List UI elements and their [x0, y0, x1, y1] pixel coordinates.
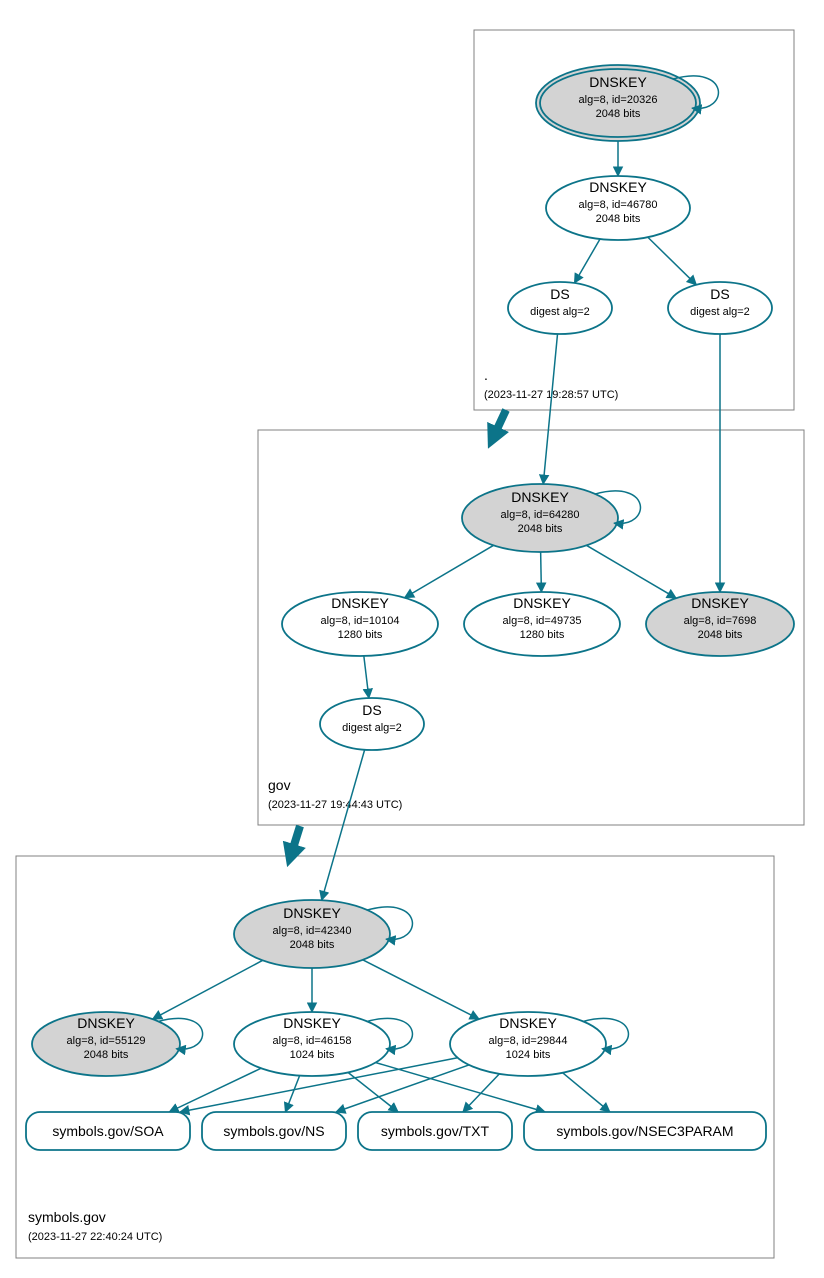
node-text: DNSKEY: [511, 489, 569, 505]
node-text: DNSKEY: [283, 1015, 341, 1031]
node-text: 2048 bits: [84, 1049, 129, 1061]
edge: [574, 239, 600, 283]
node-gov_ksk: DNSKEY alg=8, id=64280 2048 bits: [462, 484, 640, 552]
zone-label-gov: gov: [268, 777, 291, 793]
node-text: DNSKEY: [513, 595, 571, 611]
edge: [463, 1074, 500, 1112]
zone-time-symbols: (2023-11-27 22:40:24 UTC): [28, 1231, 162, 1243]
edge: [405, 545, 494, 597]
node-text: DNSKEY: [691, 595, 749, 611]
node-text: alg=8, id=46158: [273, 1035, 352, 1047]
node-text: 2048 bits: [290, 939, 335, 951]
node-sym_key1: DNSKEY alg=8, id=55129 2048 bits: [32, 1012, 203, 1076]
node-text: DNSKEY: [77, 1015, 135, 1031]
node-text: DNSKEY: [283, 905, 341, 921]
node-sym_ksk: DNSKEY alg=8, id=42340 2048 bits: [234, 900, 412, 968]
zone-label-root: .: [484, 367, 488, 383]
edge: [563, 1073, 610, 1112]
node-gov_ds: DS digest alg=2: [320, 698, 424, 750]
node-gov_zsk2: DNSKEY alg=8, id=49735 1280 bits: [464, 592, 620, 656]
zone-link-arrow: [492, 410, 506, 440]
node-gov_zsk1: DNSKEY alg=8, id=10104 1280 bits: [282, 592, 438, 656]
record-rr_nsec3: symbols.gov/NSEC3PARAM: [524, 1112, 766, 1150]
node-text: DS: [362, 702, 381, 718]
edge: [153, 960, 263, 1019]
node-root_zsk: DNSKEY alg=8, id=46780 2048 bits: [546, 176, 690, 240]
zone-link-arrow: [290, 826, 300, 858]
record-rr_txt: symbols.gov/TXT: [358, 1112, 512, 1150]
node-text: digest alg=2: [530, 306, 590, 318]
edge: [364, 656, 369, 698]
node-text: 1024 bits: [290, 1049, 335, 1061]
node-text: 2048 bits: [698, 629, 743, 641]
node-text: 2048 bits: [596, 213, 641, 225]
edge: [336, 1065, 469, 1112]
node-text: alg=8, id=29844: [489, 1035, 568, 1047]
node-text: 2048 bits: [596, 108, 641, 120]
node-text: 1280 bits: [338, 629, 383, 641]
record-label: symbols.gov/NS: [223, 1123, 324, 1139]
edge: [586, 545, 676, 598]
node-text: digest alg=2: [690, 306, 750, 318]
node-text: alg=8, id=64280: [501, 509, 580, 521]
node-text: DS: [550, 286, 569, 302]
node-text: DNSKEY: [499, 1015, 557, 1031]
edge: [648, 237, 697, 285]
node-gov_key3: DNSKEY alg=8, id=7698 2048 bits: [646, 592, 794, 656]
zone-label-symbols: symbols.gov: [28, 1209, 106, 1225]
zone-time-gov: (2023-11-27 19:44:43 UTC): [268, 799, 402, 811]
node-text: DNSKEY: [331, 595, 389, 611]
node-text: alg=8, id=20326: [579, 94, 658, 106]
node-text: DS: [710, 286, 729, 302]
node-text: DNSKEY: [589, 179, 647, 195]
edge: [541, 552, 542, 592]
node-sym_zsk2: DNSKEY alg=8, id=29844 1024 bits: [450, 1012, 628, 1076]
edge: [285, 1076, 299, 1112]
node-text: alg=8, id=10104: [321, 615, 400, 627]
dnssec-diagram: .(2023-11-27 19:28:57 UTC)gov(2023-11-27…: [0, 0, 824, 1278]
node-text: DNSKEY: [589, 74, 647, 90]
edge: [543, 334, 557, 484]
node-sym_zsk1: DNSKEY alg=8, id=46158 1024 bits: [234, 1012, 412, 1076]
edge: [363, 960, 479, 1019]
node-text: alg=8, id=46780: [579, 199, 658, 211]
node-root_ksk: DNSKEY alg=8, id=20326 2048 bits: [536, 65, 718, 141]
node-text: 2048 bits: [518, 523, 563, 535]
node-text: digest alg=2: [342, 722, 402, 734]
record-rr_ns: symbols.gov/NS: [202, 1112, 346, 1150]
node-text: 1280 bits: [520, 629, 565, 641]
node-text: alg=8, id=7698: [684, 615, 757, 627]
node-root_ds1: DS digest alg=2: [508, 282, 612, 334]
node-text: alg=8, id=55129: [67, 1035, 146, 1047]
node-text: 1024 bits: [506, 1049, 551, 1061]
node-text: alg=8, id=49735: [503, 615, 582, 627]
record-label: symbols.gov/NSEC3PARAM: [556, 1123, 733, 1139]
node-root_ds2: DS digest alg=2: [668, 282, 772, 334]
record-label: symbols.gov/SOA: [52, 1123, 164, 1139]
record-rr_soa: symbols.gov/SOA: [26, 1112, 190, 1150]
node-text: alg=8, id=42340: [273, 925, 352, 937]
record-label: symbols.gov/TXT: [381, 1123, 490, 1139]
